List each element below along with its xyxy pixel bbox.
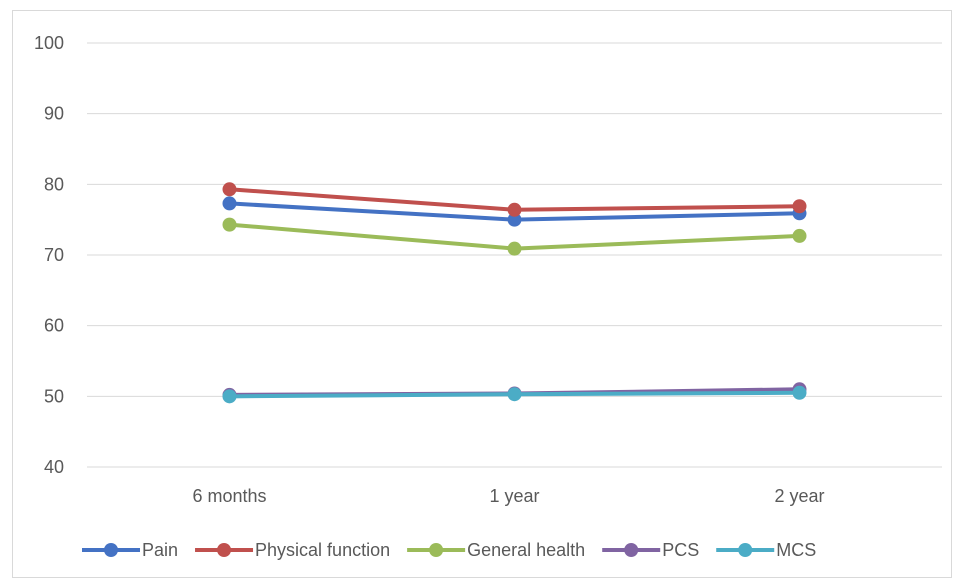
y-tick-label: 50 (44, 386, 64, 406)
y-tick-label: 80 (44, 174, 64, 194)
data-point-pain (222, 196, 237, 211)
y-tick-label: 40 (44, 457, 64, 477)
legend-marker-pain (104, 543, 118, 557)
legend-label-mcs: MCS (776, 540, 816, 560)
legend-marker-physical-function (217, 543, 232, 557)
y-tick-label: 90 (44, 104, 64, 124)
data-point-mcs (507, 387, 522, 402)
data-point-general-health (507, 241, 522, 256)
y-axis-tick-labels: 40 50 60 70 80 90 100 (34, 33, 64, 477)
legend-marker-mcs (738, 543, 753, 557)
chart-frame (12, 10, 952, 578)
x-axis-tick-labels: 6 months 1 year 2 year (192, 486, 824, 506)
data-point-physical-function (222, 182, 237, 197)
legend-label-physical-function: Physical function (255, 540, 390, 560)
x-tick-label: 2 year (774, 486, 824, 506)
x-tick-label: 6 months (192, 486, 266, 506)
y-tick-label: 60 (44, 316, 64, 336)
series-lines (222, 182, 807, 404)
data-point-mcs (222, 389, 237, 404)
legend-label-pain: Pain (142, 540, 178, 560)
legend-marker-general-health (429, 543, 444, 557)
y-tick-label: 70 (44, 245, 64, 265)
data-point-pain (507, 212, 522, 227)
x-tick-label: 1 year (489, 486, 539, 506)
data-point-mcs (792, 385, 807, 400)
legend-label-general-health: General health (467, 540, 585, 560)
y-tick-label: 100 (34, 33, 64, 53)
legend-marker-pcs (624, 543, 639, 557)
data-point-physical-function (507, 202, 522, 217)
data-point-general-health (792, 228, 807, 243)
legend-label-pcs: PCS (662, 540, 699, 560)
data-point-general-health (222, 217, 237, 232)
legend: Pain Physical function General health PCS MC… (82, 540, 816, 560)
data-point-physical-function (792, 199, 807, 214)
